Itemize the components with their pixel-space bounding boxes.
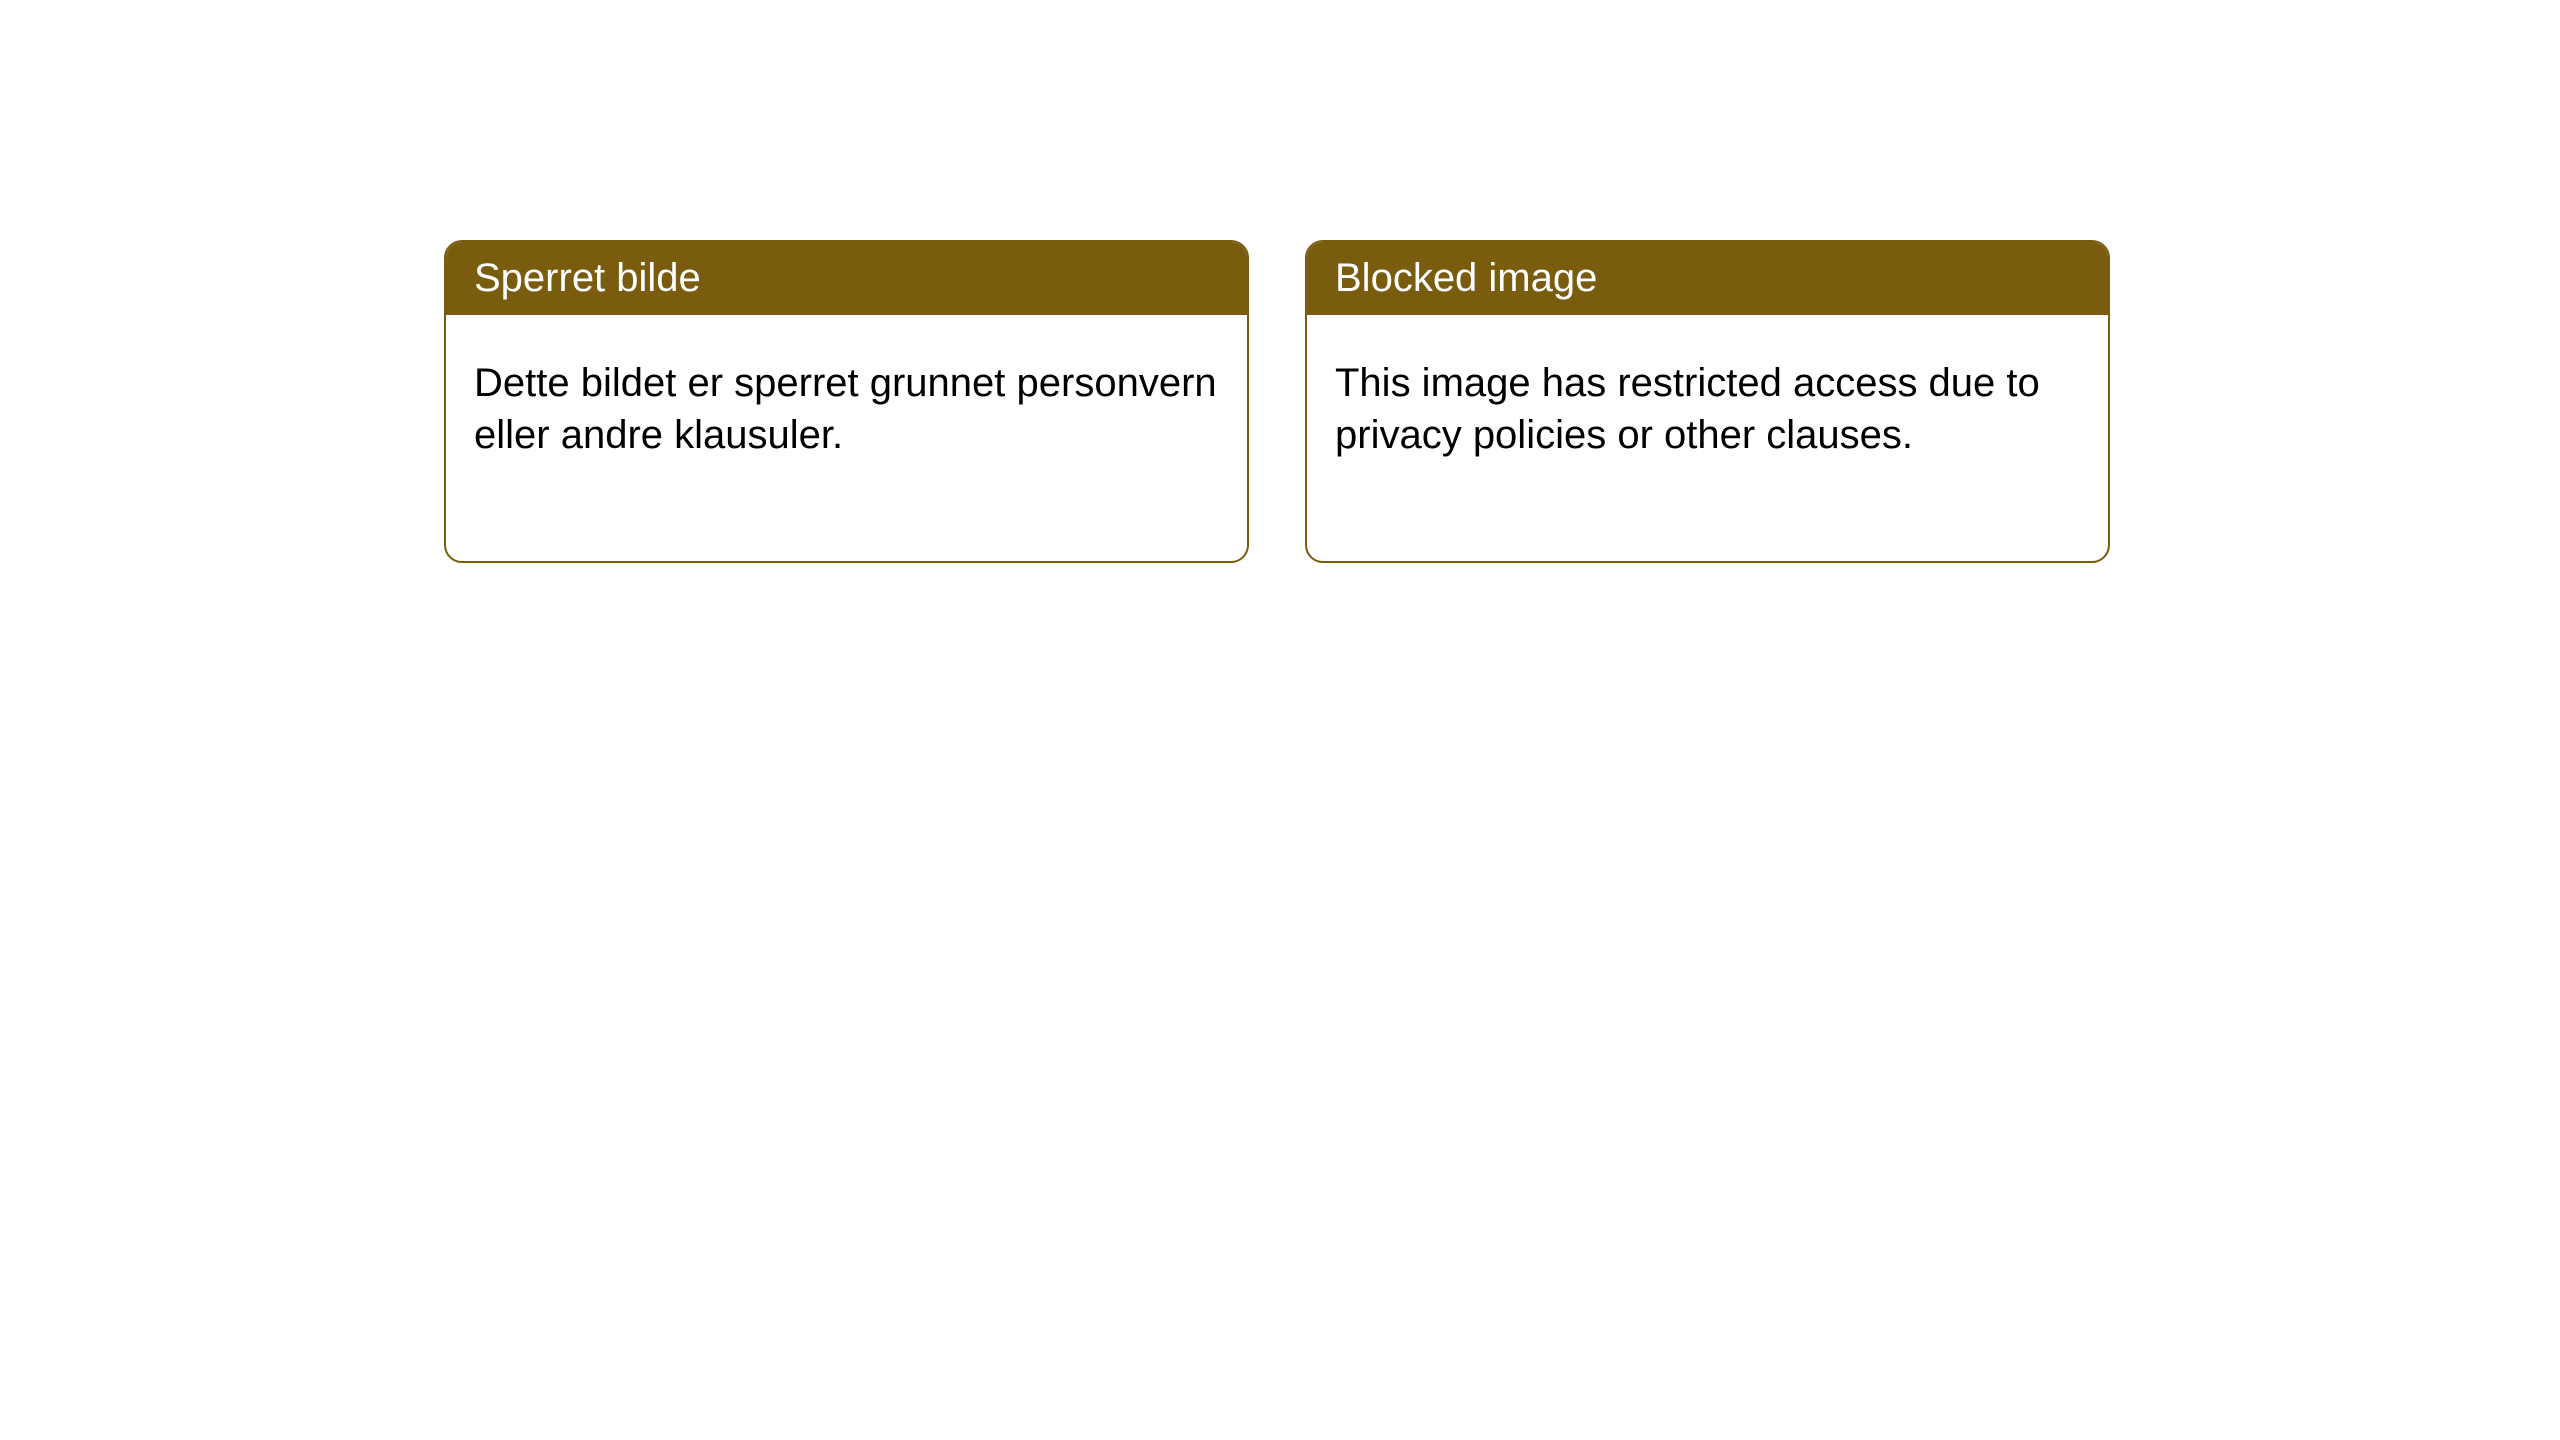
blocked-image-card-no: Sperret bilde Dette bildet er sperret gr… (444, 240, 1249, 563)
card-body: This image has restricted access due to … (1307, 315, 2108, 561)
cards-container: Sperret bilde Dette bildet er sperret gr… (444, 240, 2110, 563)
card-title: Blocked image (1335, 256, 1597, 300)
card-title: Sperret bilde (474, 256, 701, 300)
card-header: Sperret bilde (446, 242, 1247, 315)
card-header: Blocked image (1307, 242, 2108, 315)
card-body-text: Dette bildet er sperret grunnet personve… (474, 361, 1217, 457)
card-body-text: This image has restricted access due to … (1335, 361, 2040, 457)
blocked-image-card-en: Blocked image This image has restricted … (1305, 240, 2110, 563)
card-body: Dette bildet er sperret grunnet personve… (446, 315, 1247, 561)
